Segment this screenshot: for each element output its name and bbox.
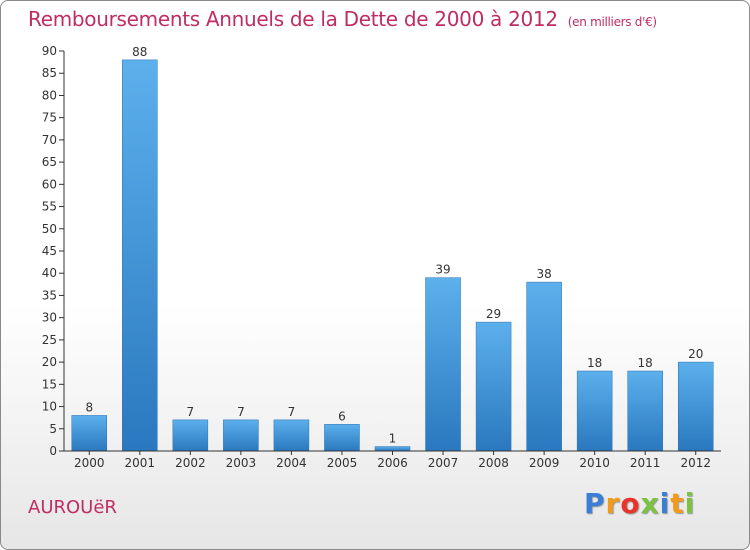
y-tick-label: 35 xyxy=(42,288,57,302)
x-tick-label-2009: 2009 xyxy=(529,456,560,470)
bar-2003 xyxy=(223,419,259,452)
logo-letter: i xyxy=(684,487,696,520)
y-tick-label: 20 xyxy=(42,355,57,369)
y-axis: 0 5 10 15 20 25 30 35 40 45 50 55 60 65 70 75 80 85 90 xyxy=(42,44,65,458)
logo-letter: r xyxy=(605,487,621,520)
data-label-2005: 6 xyxy=(338,409,346,423)
x-tick-label-2005: 2005 xyxy=(327,456,358,470)
bar-2000 xyxy=(71,415,108,452)
y-tick-label: 15 xyxy=(42,377,57,391)
x-tick-label-2001: 2001 xyxy=(125,456,156,470)
bar-2005 xyxy=(324,424,360,452)
x-tick-label-2000: 2000 xyxy=(74,456,105,470)
y-tick-label: 65 xyxy=(42,155,57,169)
bar-2012 xyxy=(677,361,714,452)
x-tick-label-2006: 2006 xyxy=(377,456,408,470)
x-tick-label-2011: 2011 xyxy=(630,456,661,470)
bar-2009 xyxy=(526,281,562,452)
bar-2011 xyxy=(627,370,663,452)
bar-2007 xyxy=(425,277,461,452)
data-label-2002: 7 xyxy=(187,405,195,419)
logo-letter: i xyxy=(659,487,671,520)
x-axis: 2000 2001 2002 2003 2004 2005 2006 2007 2008 2009… xyxy=(64,450,721,470)
bar-2001 xyxy=(122,59,158,452)
y-tick-label: 50 xyxy=(42,222,57,236)
chart-title: Remboursements Annuels de la Dette de 20… xyxy=(28,7,657,31)
logo-letter: x xyxy=(640,487,660,520)
y-tick-label: 25 xyxy=(42,333,57,347)
data-label-2006: 1 xyxy=(389,432,397,446)
logo-letter: t xyxy=(670,487,685,520)
x-tick-label-2012: 2012 xyxy=(680,456,711,470)
y-tick-label: 10 xyxy=(42,400,57,414)
data-label-2000: 8 xyxy=(85,400,93,414)
y-tick-label: 90 xyxy=(42,44,57,58)
chart-title-text: Remboursements Annuels de la Dette de 20… xyxy=(28,7,558,31)
data-label-2003: 7 xyxy=(237,405,245,419)
data-label-2012: 20 xyxy=(688,347,703,361)
x-tick-label-2008: 2008 xyxy=(478,456,509,470)
data-label-2001: 88 xyxy=(132,45,147,59)
y-tick-label: 55 xyxy=(42,200,57,214)
proxiti-logo: Proxiti xyxy=(584,487,695,520)
x-tick-label-2003: 2003 xyxy=(226,456,257,470)
chart-subtitle: (en milliers d'€) xyxy=(567,15,657,29)
y-tick-label: 70 xyxy=(42,133,57,147)
y-tick-label: 30 xyxy=(42,311,57,325)
x-tick-label-2007: 2007 xyxy=(428,456,459,470)
data-label-2011: 18 xyxy=(638,356,653,370)
bar-2008 xyxy=(475,321,512,452)
x-tick-label-2002: 2002 xyxy=(175,456,206,470)
logo-letter: o xyxy=(620,487,641,520)
bar-2006 xyxy=(374,446,411,452)
bar-2002 xyxy=(172,419,209,452)
y-tick-label: 0 xyxy=(49,444,57,458)
logo-letter: P xyxy=(584,487,606,520)
data-label-2004: 7 xyxy=(288,405,296,419)
data-label-2007: 39 xyxy=(435,263,450,277)
data-label-2008: 29 xyxy=(486,307,501,321)
y-tick-label: 60 xyxy=(42,177,57,191)
y-tick-label: 45 xyxy=(42,244,57,258)
data-label-2010: 18 xyxy=(587,356,602,370)
y-tick-label: 85 xyxy=(42,66,57,80)
y-tick-label: 40 xyxy=(42,266,57,280)
x-tick-label-2010: 2010 xyxy=(579,456,610,470)
y-tick-label: 75 xyxy=(42,111,57,125)
y-tick-label: 80 xyxy=(42,88,57,102)
data-label-2009: 38 xyxy=(536,267,551,281)
y-tick-label: 5 xyxy=(49,422,57,436)
place-name: AUROUëR xyxy=(28,497,117,518)
x-tick-label-2004: 2004 xyxy=(276,456,307,470)
bar-2004 xyxy=(273,419,310,452)
bar-2010 xyxy=(576,370,613,452)
